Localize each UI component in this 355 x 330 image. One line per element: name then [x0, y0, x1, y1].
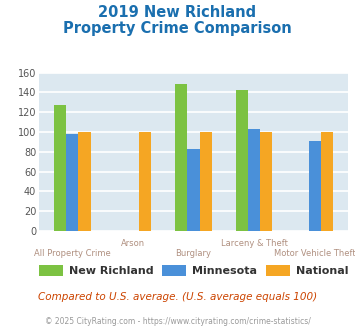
Bar	[200, 132, 212, 231]
Text: Property Crime Comparison: Property Crime Comparison	[63, 21, 292, 36]
Text: © 2025 CityRating.com - https://www.cityrating.com/crime-statistics/: © 2025 CityRating.com - https://www.city…	[45, 317, 310, 326]
Legend: New Richland, Minnesota, National: New Richland, Minnesota, National	[39, 265, 348, 276]
Text: All Property Crime: All Property Crime	[34, 249, 111, 258]
Text: Arson: Arson	[121, 239, 145, 248]
Bar	[78, 132, 91, 231]
Text: Larceny & Theft: Larceny & Theft	[220, 239, 288, 248]
Bar	[260, 132, 272, 231]
Bar	[308, 141, 321, 231]
Text: 2019 New Richland: 2019 New Richland	[98, 5, 257, 20]
Text: Compared to U.S. average. (U.S. average equals 100): Compared to U.S. average. (U.S. average …	[38, 292, 317, 302]
Text: Motor Vehicle Theft: Motor Vehicle Theft	[274, 249, 355, 258]
Bar	[187, 149, 200, 231]
Bar	[54, 105, 66, 231]
Bar	[175, 84, 187, 231]
Bar	[139, 132, 151, 231]
Text: Burglary: Burglary	[175, 249, 212, 258]
Bar	[66, 134, 78, 231]
Bar	[248, 129, 260, 231]
Bar	[236, 90, 248, 231]
Bar	[321, 132, 333, 231]
